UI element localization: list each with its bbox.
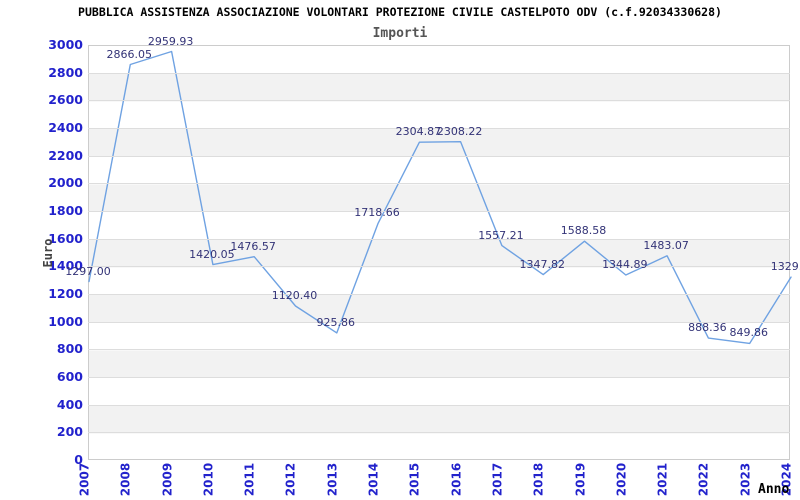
y-tick-label: 400 bbox=[56, 396, 83, 412]
y-tick-label: 2200 bbox=[48, 147, 83, 163]
y-tick-label: 600 bbox=[56, 369, 83, 384]
x-axis-title: Anno bbox=[758, 482, 790, 497]
data-label: 1297.00 bbox=[65, 264, 111, 278]
y-tick-label: 1000 bbox=[48, 313, 83, 329]
x-tick-label: 2007 bbox=[77, 462, 92, 497]
data-label: 1344.89 bbox=[602, 257, 648, 271]
y-tick-label: 800 bbox=[56, 341, 83, 357]
data-label: 1329.3 bbox=[770, 260, 800, 274]
y-tick-label: 1800 bbox=[48, 203, 83, 218]
x-tick-label: 2008 bbox=[118, 462, 133, 497]
data-label: 2866.05 bbox=[106, 47, 153, 61]
x-tick-label: 2023 bbox=[738, 462, 753, 497]
y-tick-label: 1200 bbox=[48, 286, 83, 301]
data-label: 2308.22 bbox=[436, 124, 483, 138]
gridline bbox=[88, 238, 790, 240]
data-label: 1120.40 bbox=[271, 289, 318, 302]
plot-area bbox=[88, 45, 792, 460]
x-tick-label: 2017 bbox=[490, 462, 505, 497]
chart-subtitle: Importi bbox=[372, 26, 428, 41]
x-tick-label: 2019 bbox=[573, 462, 588, 497]
data-label: 1483.07 bbox=[643, 238, 689, 252]
data-label: 1347.82 bbox=[519, 257, 565, 271]
y-tick-label: 200 bbox=[56, 424, 83, 440]
gridline bbox=[88, 72, 790, 74]
x-tick-label: 2022 bbox=[696, 462, 711, 497]
x-tick-label: 2012 bbox=[283, 462, 298, 497]
gridline bbox=[88, 404, 790, 406]
y-tick-label: 0 bbox=[74, 452, 83, 467]
y-tick-label: 1400 bbox=[48, 258, 83, 274]
gridline bbox=[88, 294, 790, 295]
gridline bbox=[88, 432, 790, 434]
y-tick-label: 2800 bbox=[48, 64, 83, 80]
series-line bbox=[88, 50, 792, 345]
y-axis-title: Euro bbox=[41, 238, 55, 268]
data-label: 925.86 bbox=[316, 315, 356, 329]
y-tick-label: 1600 bbox=[48, 230, 83, 246]
data-label: 2959.93 bbox=[147, 34, 194, 48]
x-tick-label: 2010 bbox=[201, 462, 216, 497]
chart-title: PUBBLICA ASSISTENZA ASSOCIAZIONE VOLONTA… bbox=[78, 5, 722, 19]
y-tick-label: 2000 bbox=[48, 175, 83, 191]
data-label: 1718.66 bbox=[354, 206, 400, 220]
y-tick-label: 2400 bbox=[48, 120, 83, 135]
x-tick-label: 2018 bbox=[531, 462, 546, 497]
x-tick-label: 2015 bbox=[407, 462, 422, 497]
data-label: 1557.21 bbox=[478, 228, 524, 242]
gridline bbox=[88, 183, 790, 185]
data-label: 888.36 bbox=[688, 321, 727, 335]
x-tick-label: 2011 bbox=[242, 462, 257, 497]
data-label: 849.86 bbox=[729, 326, 768, 340]
data-label: 1588.58 bbox=[560, 224, 607, 238]
data-label: 1420.05 bbox=[189, 247, 235, 261]
x-tick-label: 2021 bbox=[655, 462, 670, 497]
gridline bbox=[88, 155, 790, 157]
x-tick-label: 2009 bbox=[160, 462, 175, 497]
y-tick-label: 3000 bbox=[48, 37, 83, 52]
gridline bbox=[88, 211, 790, 212]
x-tick-label: 2014 bbox=[366, 462, 381, 497]
gridline bbox=[88, 349, 790, 351]
gridline bbox=[88, 377, 790, 378]
gridline bbox=[88, 266, 790, 268]
x-tick-label: 2016 bbox=[449, 462, 464, 497]
gridline bbox=[88, 321, 790, 323]
x-tick-label: 2013 bbox=[325, 462, 340, 497]
gridline bbox=[88, 100, 790, 102]
data-label: 2304.87 bbox=[395, 125, 442, 139]
gridline bbox=[88, 128, 790, 129]
y-tick-label: 2600 bbox=[48, 92, 83, 108]
data-label: 1476.57 bbox=[230, 239, 276, 253]
x-tick-label: 2020 bbox=[614, 462, 629, 497]
